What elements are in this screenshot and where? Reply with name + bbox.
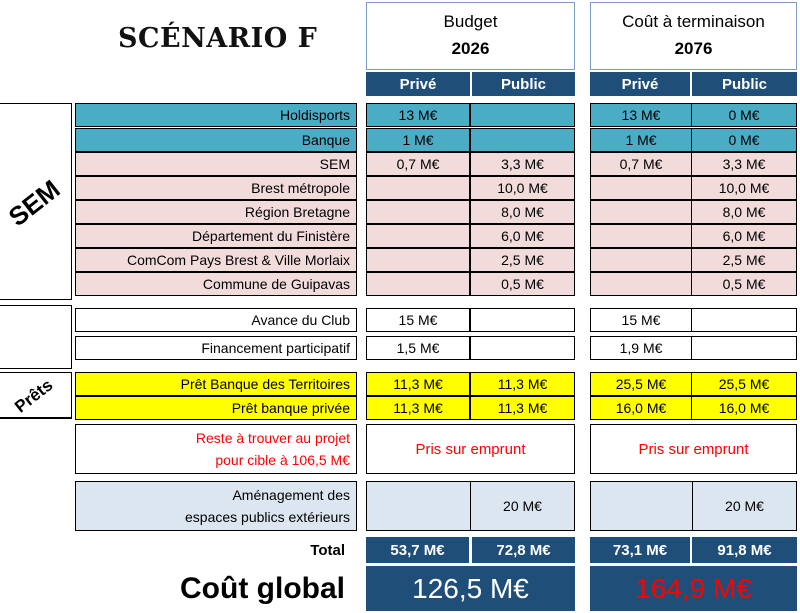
cout-header: Coût à terminaison 2076 (590, 2, 797, 70)
amenagement-line2: espaces publics extérieurs (185, 509, 350, 525)
row-label: SEM (75, 152, 357, 176)
row-label: Financement participatif (75, 336, 357, 360)
reste-cout: Pris sur emprunt (590, 424, 797, 474)
row-cell-b-public: 10,0 M€ (470, 176, 575, 200)
cout-prive-header: Privé (590, 72, 690, 96)
row-cell-c-public: 2,5 M€ (691, 248, 797, 272)
row-cell-b-public (470, 308, 575, 332)
sem-bracket (0, 103, 72, 300)
row-cell-c-public: 16,0 M€ (691, 396, 797, 420)
row-cell-b-public: 8,0 M€ (470, 200, 575, 224)
row-cell-c-prive (590, 224, 692, 248)
row-label: Holdisports (75, 103, 357, 127)
row-cell-b-prive: 1 M€ (366, 128, 470, 152)
reste-label: Reste à trouver au projet pour cible à 1… (75, 424, 357, 474)
row-label: Prêt Banque des Territoires (75, 372, 357, 396)
row-cell-b-prive: 1,5 M€ (366, 336, 470, 360)
cout-global-budget: 126,5 M€ (366, 566, 575, 611)
budget-header-label: Budget (443, 12, 498, 31)
row-cell-c-prive (590, 272, 692, 296)
total-label: Total (310, 541, 345, 559)
row-label: Prêt banque privée (75, 396, 357, 420)
row-cell-b-public: 3,3 M€ (470, 152, 575, 176)
row-cell-b-public: 11,3 M€ (470, 372, 575, 396)
amenagement-cout-public: 20 M€ (692, 481, 797, 531)
prets-bracket (0, 372, 72, 418)
cout-public-header: Public (692, 72, 797, 96)
cout-global-cout: 164,9 M€ (590, 566, 797, 611)
cout-global-label: Coût global (180, 571, 345, 605)
row-cell-c-prive: 16,0 M€ (590, 396, 692, 420)
row-cell-c-prive: 13 M€ (590, 103, 692, 127)
row-label: Brest métropole (75, 176, 357, 200)
cout-header-label: Coût à terminaison (622, 12, 765, 31)
row-label: Avance du Club (75, 308, 357, 332)
row-cell-b-public: 2,5 M€ (470, 248, 575, 272)
row-cell-c-public: 6,0 M€ (691, 224, 797, 248)
row-cell-c-public (691, 336, 797, 360)
budget-public-header: Public (472, 72, 575, 96)
divider-line (0, 418, 72, 419)
reste-line2: pour cible à 106,5 M€ (215, 452, 350, 468)
row-cell-c-public: 8,0 M€ (691, 200, 797, 224)
reste-budget: Pris sur emprunt (366, 424, 575, 474)
row-cell-b-prive: 11,3 M€ (366, 396, 470, 420)
row-cell-c-prive: 25,5 M€ (590, 372, 692, 396)
row-cell-b-prive (366, 224, 470, 248)
row-cell-b-public: 0,5 M€ (470, 272, 575, 296)
row-cell-c-prive: 1 M€ (590, 128, 692, 152)
row-cell-b-prive: 11,3 M€ (366, 372, 470, 396)
amenagement-cout-prive (590, 481, 693, 531)
row-cell-b-prive (366, 248, 470, 272)
row-label: ComCom Pays Brest & Ville Morlaix (75, 248, 357, 272)
row-cell-b-public: 6,0 M€ (470, 224, 575, 248)
row-cell-c-public (691, 308, 797, 332)
row-cell-c-public: 0 M€ (691, 128, 797, 152)
row-label: Département du Finistère (75, 224, 357, 248)
row-cell-b-prive: 15 M€ (366, 308, 470, 332)
row-cell-c-prive: 15 M€ (590, 308, 692, 332)
row-label: Banque (75, 128, 357, 152)
row-cell-c-public: 0,5 M€ (691, 272, 797, 296)
total-cout-prive: 73,1 M€ (590, 537, 690, 563)
row-cell-b-public (470, 336, 575, 360)
row-cell-c-public: 3,3 M€ (691, 152, 797, 176)
row-cell-b-prive (366, 272, 470, 296)
row-cell-b-prive: 13 M€ (366, 103, 470, 127)
amenagement-budget-prive (366, 481, 471, 531)
cout-header-year: 2076 (674, 39, 713, 58)
row-label: Région Bretagne (75, 200, 357, 224)
row-cell-c-prive (590, 176, 692, 200)
row-cell-c-prive: 0,7 M€ (590, 152, 692, 176)
row-cell-b-public (470, 103, 575, 127)
row-cell-c-public: 0 M€ (691, 103, 797, 127)
row-cell-c-prive: 1,9 M€ (590, 336, 692, 360)
amenagement-line1: Aménagement des (232, 487, 350, 503)
amenagement-label: Aménagement des espaces publics extérieu… (75, 481, 357, 531)
row-label: Commune de Guipavas (75, 272, 357, 296)
total-budget-prive: 53,7 M€ (366, 537, 469, 563)
row-cell-b-public (470, 128, 575, 152)
row-cell-c-prive (590, 248, 692, 272)
row-cell-c-prive (590, 200, 692, 224)
row-cell-c-public: 25,5 M€ (691, 372, 797, 396)
row-cell-b-prive: 0,7 M€ (366, 152, 470, 176)
amenagement-budget-public: 20 M€ (470, 481, 575, 531)
total-budget-public: 72,8 M€ (472, 537, 575, 563)
total-cout-public: 91,8 M€ (692, 537, 797, 563)
budget-prive-header: Privé (366, 72, 470, 96)
scenario-title: SCÉNARIO F (118, 23, 318, 54)
row-cell-b-prive (366, 176, 470, 200)
budget-header-year: 2026 (451, 39, 490, 58)
club-bracket (0, 305, 72, 369)
reste-line1: Reste à trouver au projet (195, 430, 350, 446)
budget-header: Budget 2026 (366, 2, 575, 70)
row-cell-b-public: 11,3 M€ (470, 396, 575, 420)
row-cell-c-public: 10,0 M€ (691, 176, 797, 200)
row-cell-b-prive (366, 200, 470, 224)
